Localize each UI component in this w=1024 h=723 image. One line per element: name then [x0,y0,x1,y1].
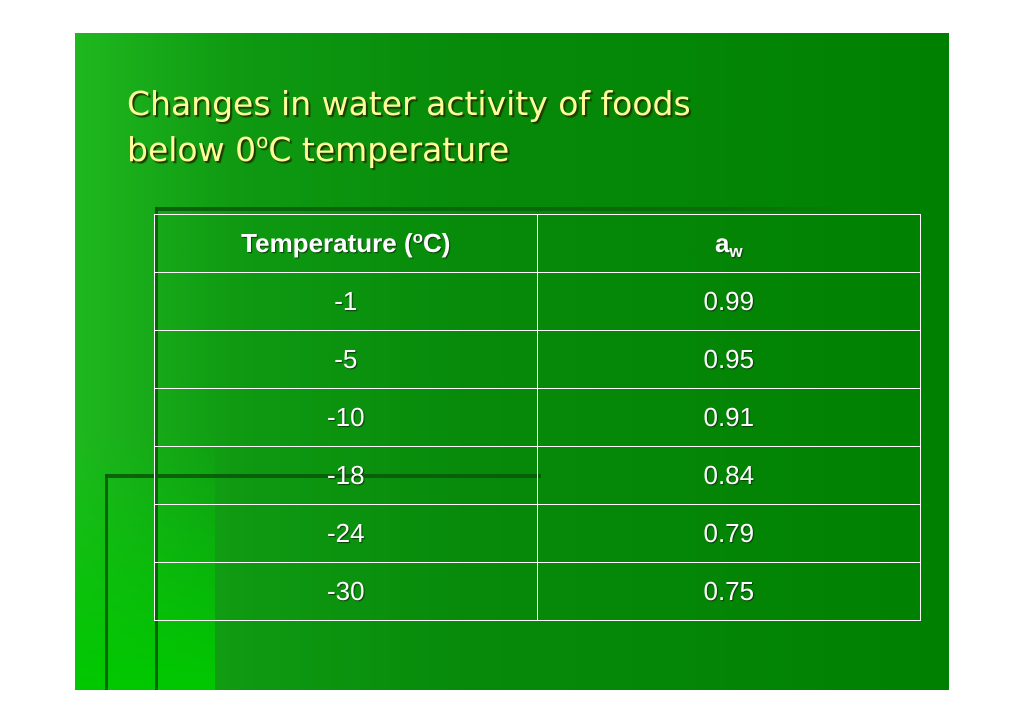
title-line-2-suffix: C temperature [268,130,510,169]
table-row: -5 0.95 [154,330,922,389]
header-temperature-prefix: Temperature ( [241,228,413,258]
table-row: -10 0.91 [154,388,922,447]
header-aw-main: a [714,228,730,258]
table-row: -24 0.79 [154,504,922,563]
cell-temperature: -18 [154,446,538,505]
title-line-2-prefix: below 0 [127,130,257,169]
table-row: -1 0.99 [154,272,922,331]
header-temperature: Temperature (oC) [154,214,538,273]
cell-water-activity: 0.79 [536,504,922,563]
table-row: -18 0.84 [154,446,922,505]
table-row: -30 0.75 [154,562,922,621]
cell-water-activity: 0.84 [536,446,922,505]
header-water-activity: aw [536,214,922,273]
cell-temperature: -30 [154,562,538,621]
header-temperature-suffix: C) [423,228,451,258]
cell-water-activity: 0.99 [536,272,922,331]
decorative-line-left-vertical [105,474,108,690]
cell-temperature: -1 [154,272,538,331]
decorative-line-top [155,207,855,211]
header-aw-sub: w [729,242,743,261]
cell-water-activity: 0.75 [536,562,922,621]
water-activity-table: Temperature (oC) aw -1 0.99 -5 0.95 -10 … [154,214,922,621]
cell-water-activity: 0.95 [536,330,922,389]
cell-temperature: -24 [154,504,538,563]
title-line-1: Changes in water activity of foods [127,84,691,123]
title-degree-sup: o [256,129,269,153]
table-header-row: Temperature (oC) aw [154,214,922,273]
header-temperature-degree: o [412,228,423,247]
slide: Changes in water activity of foods below… [75,33,949,690]
cell-temperature: -10 [154,388,538,447]
slide-title: Changes in water activity of foods below… [127,81,907,173]
cell-water-activity: 0.91 [536,388,922,447]
cell-temperature: -5 [154,330,538,389]
